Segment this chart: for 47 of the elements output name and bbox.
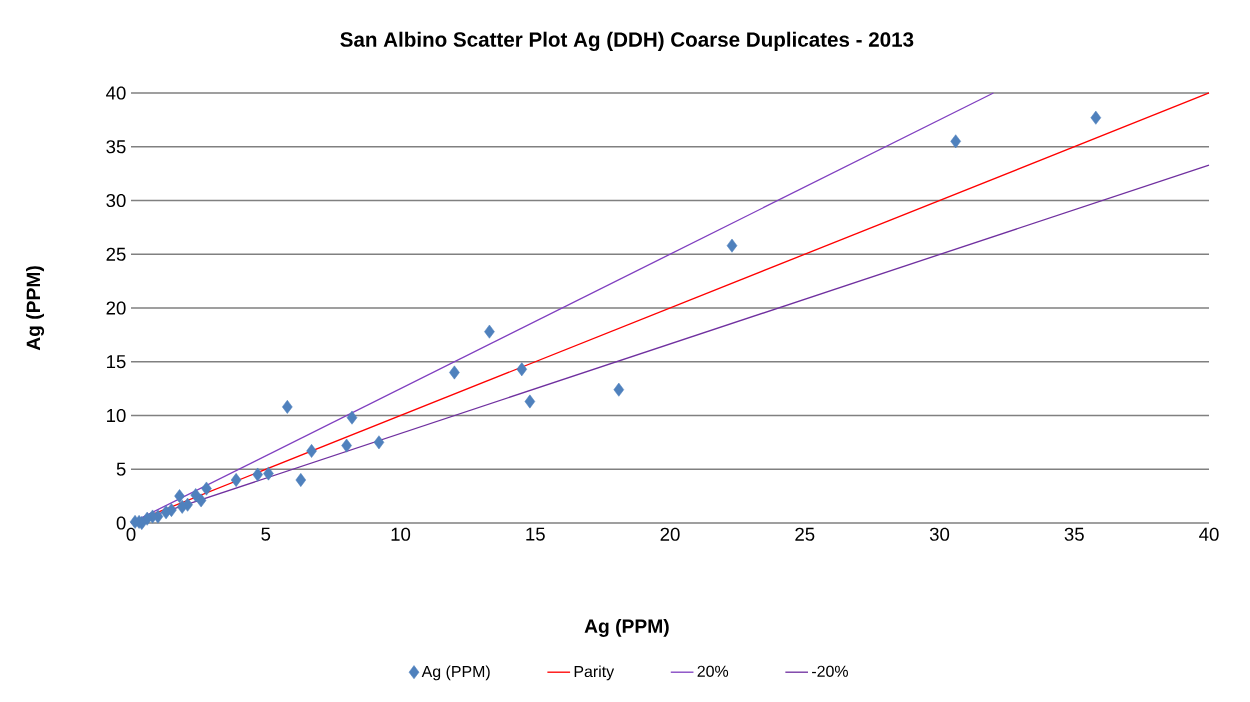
point: [524, 394, 536, 409]
legend-label: -20%: [812, 665, 848, 677]
point: [1090, 110, 1102, 125]
point: [263, 466, 274, 481]
y-tick-label: 25: [106, 247, 126, 261]
x-tick-label: 40: [1199, 527, 1219, 541]
legend-label: 20%: [697, 665, 729, 677]
y-tick-label: 20: [106, 301, 126, 315]
point: [160, 505, 172, 520]
x-tick-label: 15: [526, 527, 545, 541]
x-tick-label: 5: [261, 527, 271, 541]
y-tick-label: 0: [116, 516, 126, 530]
y-axis-title: Ag (PPM): [26, 266, 45, 351]
point: [201, 481, 212, 496]
point: [176, 499, 188, 514]
point: [373, 435, 385, 450]
point: [516, 362, 528, 377]
point: [282, 399, 293, 414]
x-tick-label: 30: [929, 527, 950, 541]
x-tick-label: 10: [391, 527, 411, 541]
point: [726, 238, 738, 253]
x-tick-label: 35: [1064, 527, 1084, 541]
point: [613, 382, 625, 397]
x-axis-title: Ag (PPM): [584, 618, 669, 637]
point: [306, 444, 317, 458]
y-tick-label: 35: [106, 140, 126, 154]
x-tick-label: 0: [126, 527, 136, 541]
legend-label: Ag (PPM): [421, 665, 490, 681]
y-tick-label: 40: [106, 86, 126, 100]
x-tick-label: 20: [660, 527, 680, 541]
chart-title: San Albino Scatter Plot Ag (DDH) Coarse Duplicates - 2013: [340, 31, 914, 51]
y-tick-label: 15: [107, 355, 126, 369]
point: [295, 473, 307, 487]
y-tick-label: 30: [106, 193, 126, 208]
legend-label: Parity: [574, 665, 615, 681]
y-tick-label: 10: [107, 408, 126, 423]
point: [346, 410, 358, 425]
point: [484, 324, 495, 339]
point: [190, 488, 201, 502]
y-tick-label: 5: [116, 462, 126, 476]
point: [341, 438, 352, 453]
point: [449, 365, 460, 380]
x-tick-label: 25: [795, 527, 815, 541]
point: [230, 473, 242, 487]
point: [174, 489, 185, 504]
point: [950, 134, 961, 149]
point: [252, 467, 263, 482]
